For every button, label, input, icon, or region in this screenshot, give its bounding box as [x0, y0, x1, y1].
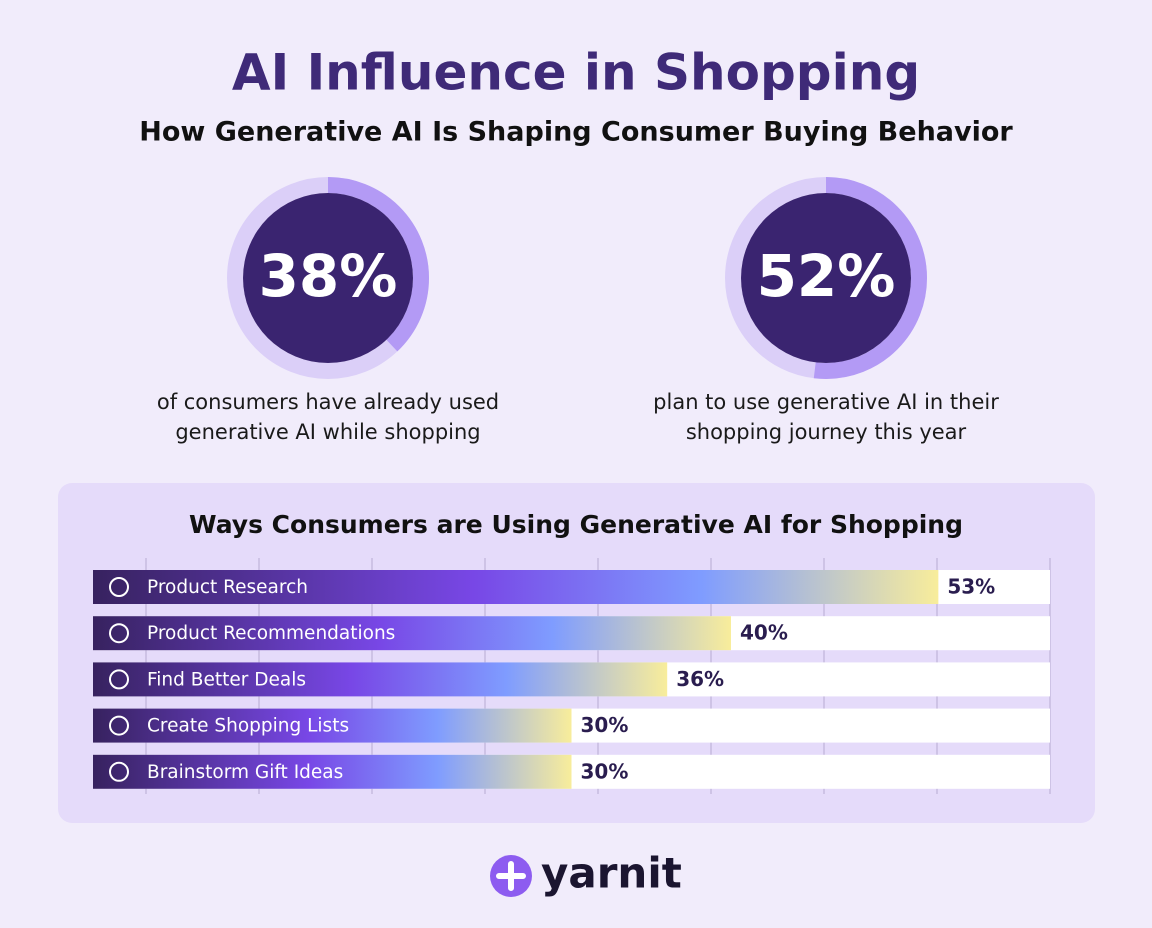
- bar-category-label: Product Recommendations: [147, 623, 395, 644]
- logo-cross: [496, 861, 526, 891]
- bar-value-label: 30%: [581, 759, 629, 783]
- bar-value-label: 30%: [581, 713, 629, 737]
- stat-caption: plan to use generative AI in their: [653, 390, 999, 414]
- stat-value: 38%: [259, 242, 398, 310]
- stat-caption: shopping journey this year: [686, 420, 967, 444]
- bar: [93, 570, 939, 604]
- row-icon: [109, 669, 129, 690]
- stat-value: 52%: [757, 242, 896, 310]
- bar: [93, 616, 731, 651]
- donut-arc: [227, 177, 429, 379]
- brand-name: yarnit: [541, 849, 682, 898]
- brand-logo: [490, 855, 532, 897]
- row-icon: [109, 577, 129, 597]
- subtitle: How Generative AI Is Shaping Consumer Bu…: [139, 117, 1013, 148]
- row-icon: [109, 715, 129, 736]
- stat-caption: generative AI while shopping: [175, 420, 480, 444]
- bar-value-label: 40%: [740, 621, 788, 645]
- donut-center: [741, 193, 911, 363]
- stat-caption: of consumers have already used: [157, 390, 499, 414]
- title: AI Influence in Shopping: [232, 44, 920, 102]
- chart-title: Ways Consumers are Using Generative AI f…: [189, 510, 963, 539]
- bar: [93, 708, 572, 743]
- row-icon: [109, 761, 129, 782]
- bar: [93, 662, 668, 697]
- bar-category-label: Product Research: [147, 577, 308, 598]
- bar-category-label: Brainstorm Gift Ideas: [147, 762, 343, 783]
- row-icon: [109, 623, 129, 644]
- bar: [93, 754, 572, 789]
- donut-center: [243, 193, 413, 363]
- bar-value-label: 53%: [947, 575, 995, 599]
- bar-value-label: 36%: [676, 667, 724, 691]
- donut-arc: [725, 177, 927, 379]
- bar-category-label: Find Better Deals: [147, 669, 306, 690]
- bar-category-label: Create Shopping Lists: [147, 716, 349, 737]
